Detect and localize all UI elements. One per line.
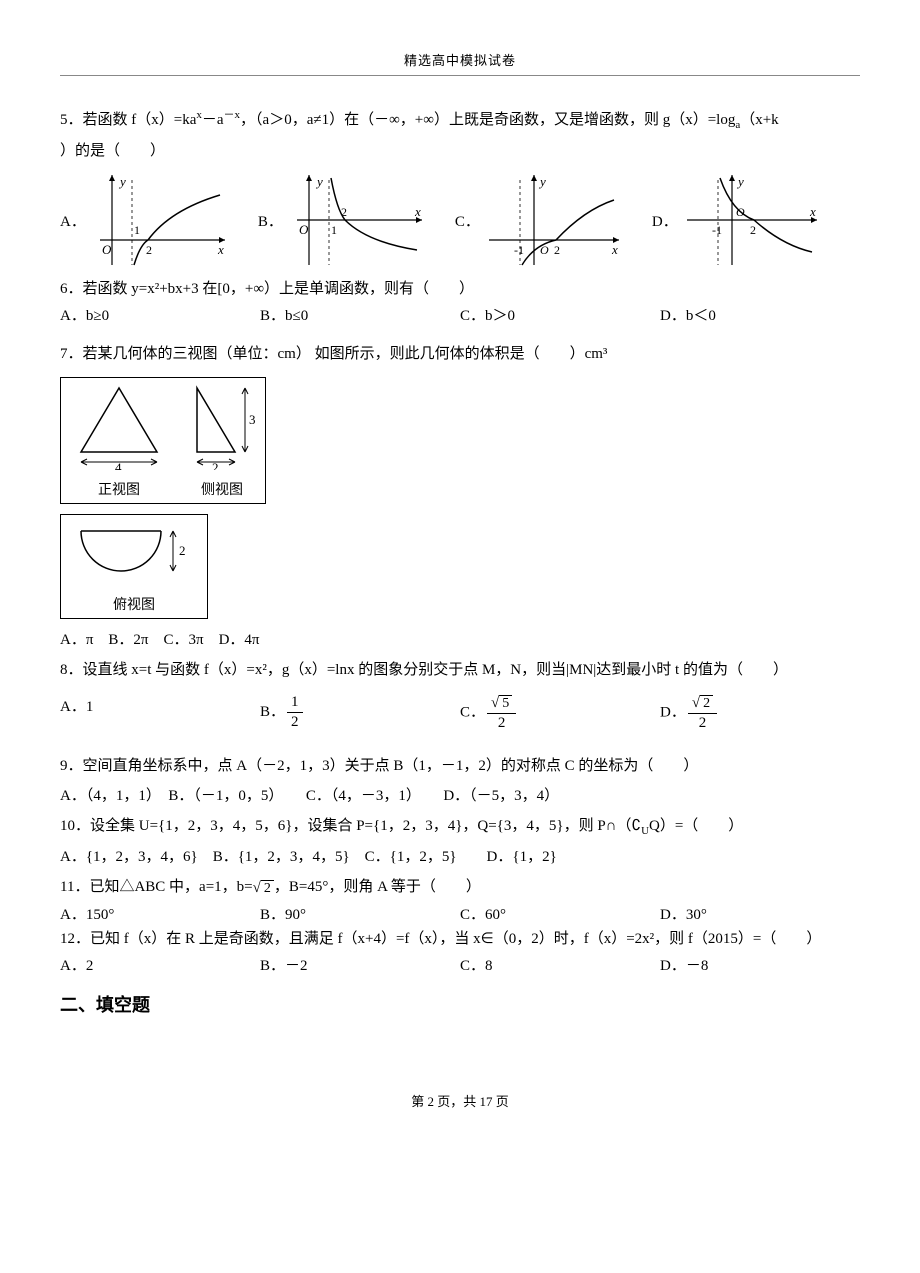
svg-text:2: 2 — [146, 243, 152, 257]
svg-text:1: 1 — [331, 223, 337, 237]
q5-options: A． y x O 1 2 B． y — [60, 170, 860, 270]
svg-text:3: 3 — [249, 412, 256, 427]
svg-text:4: 4 — [115, 460, 122, 470]
graph-a: y x O 1 2 — [90, 170, 230, 270]
q7-top-label: 俯视图 — [69, 594, 199, 614]
q5-text-b: －a — [202, 112, 224, 128]
q8-optA: A．1 — [60, 695, 260, 731]
svg-text:2: 2 — [341, 205, 347, 219]
svg-text:1: 1 — [134, 223, 140, 237]
q8-optC-den: 2 — [487, 713, 516, 731]
svg-text:y: y — [538, 174, 546, 189]
q11-options: A．150° B．90° C．60° D．30° — [60, 903, 860, 924]
q11-optB: B．90° — [260, 903, 460, 924]
q12-optA: A．2 — [60, 954, 260, 975]
q6-optA: A．b≥0 — [60, 304, 260, 325]
footer-total: 17 — [480, 1094, 493, 1109]
graph-d: y x -1 O 2 — [682, 170, 822, 270]
svg-text:2: 2 — [179, 543, 186, 558]
svg-text:y: y — [315, 174, 323, 189]
q8-optB: B．12 — [260, 695, 460, 731]
q11-optD: D．30° — [660, 903, 860, 924]
q8-stem: 8．设直线 x=t 与函数 f（x）=x²，g（x）=lnx 的图象分别交于点 … — [60, 655, 860, 685]
q5-stem: 5．若函数 f（x）=kax－a－x，（a＞0，a≠1）在（－∞，+∞）上既是奇… — [60, 104, 860, 136]
q8-options: A．1 B．12 C．√52 D．√22 — [60, 695, 860, 731]
footer-prefix: 第 — [411, 1094, 427, 1109]
q8-optA-label: A． — [60, 699, 86, 715]
q7-options: A．π B．2π C．3π D．4π — [60, 625, 860, 655]
q11-stem: 11．已知△ABC 中，a=1，b=√2，B=45°，则角 A 等于（ ） — [60, 872, 860, 903]
q5-text-c: ，（a＞0，a≠1）在（－∞，+∞）上既是奇函数，又是增函数，则 g（x）=lo… — [240, 112, 735, 128]
q6-optC: C．b＞0 — [460, 304, 660, 325]
doc-header: 精选高中模拟试卷 — [60, 50, 860, 69]
q5-optB-label: B． — [258, 210, 283, 231]
q11-text-a: 11．已知△ABC 中，a=1，b= — [60, 879, 253, 895]
q9-stem: 9．空间直角坐标系中，点 A（－2，1，3）关于点 B（1，－1，2）的对称点 … — [60, 751, 860, 781]
q10-options: A．{1，2，3，4，6} B．{1，2，3，4，5} C．{1，2，5} D．… — [60, 842, 860, 872]
svg-text:2: 2 — [554, 243, 560, 257]
svg-text:x: x — [611, 242, 618, 257]
footer-mid: 页，共 — [434, 1094, 480, 1109]
q12-optD: D．－8 — [660, 954, 860, 975]
q12-optC: C．8 — [460, 954, 660, 975]
svg-text:-1: -1 — [712, 223, 722, 237]
q9-options: A．（4，1，1） B．（－1，0，5） C．（4，－3，1） D．（－5，3，… — [60, 781, 860, 811]
q8-optC: C．√52 — [460, 695, 660, 731]
q7-side: 3 2 侧视图 — [187, 384, 257, 499]
q8-optD-rad: 2 — [700, 695, 713, 711]
svg-text:x: x — [809, 204, 816, 219]
q8-optC-rad: 5 — [499, 695, 512, 711]
svg-text:y: y — [736, 174, 744, 189]
svg-text:O: O — [299, 222, 309, 237]
svg-text:2: 2 — [750, 223, 756, 237]
svg-text:O: O — [102, 242, 112, 257]
q12-optB: B．－2 — [260, 954, 460, 975]
q5-optC-label: C． — [455, 210, 480, 231]
q6-stem: 6．若函数 y=x²+bx+3 在[0，+∞）上是单调函数，则有（ ） — [60, 274, 860, 304]
q8-optD-label: D． — [660, 705, 686, 721]
q5-optD-label: D． — [652, 210, 678, 231]
q10-text-a: 10．设全集 U={1，2，3，4，5，6}，设集合 P={1，2，3，4}，Q… — [60, 818, 641, 834]
q6-options: A．b≥0 B．b≤0 C．b＞0 D．b＜0 — [60, 304, 860, 325]
q10-text-b: Q）=（ ） — [649, 818, 743, 834]
section-2-title: 二、填空题 — [60, 991, 860, 1017]
q10-stem: 10．设全集 U={1，2，3，4，5，6}，设集合 P={1，2，3，4}，Q… — [60, 811, 860, 842]
svg-text:x: x — [217, 242, 224, 257]
svg-text:y: y — [118, 174, 126, 189]
q7-stem: 7．若某几何体的三视图（单位：cm） 如图所示，则此几何体的体积是（ ）cm³ — [60, 339, 860, 369]
q7-front-side-box: 4 正视图 3 2 侧视图 — [60, 377, 266, 619]
q5-text-d: （x+k — [740, 112, 778, 128]
q11-optC: C．60° — [460, 903, 660, 924]
svg-text:-1: -1 — [514, 243, 524, 257]
q5-text-a: 5．若函数 f（x）=ka — [60, 112, 196, 128]
q12-stem: 12．已知 f（x）在 R 上是奇函数，且满足 f（x+4）=f（x），当 x∈… — [60, 924, 860, 954]
q11-sqrt: 2 — [261, 880, 274, 896]
q6-optD: D．b＜0 — [660, 304, 860, 325]
svg-text:x: x — [414, 204, 421, 219]
q8-optB-num: 1 — [287, 695, 303, 712]
page-footer: 第 2 页，共 17 页 — [60, 1091, 860, 1110]
q7-side-label: 侧视图 — [187, 479, 257, 499]
q12-options: A．2 B．－2 C．8 D．－8 — [60, 954, 860, 975]
q5-optA-label: A． — [60, 210, 86, 231]
graph-b: y x O 2 1 — [287, 170, 427, 270]
q11-optA: A．150° — [60, 903, 260, 924]
q8-optB-label: B． — [260, 704, 285, 720]
q7-top: 2 俯视图 — [69, 521, 199, 614]
q8-optD: D．√22 — [660, 695, 860, 731]
q8-optA-val: 1 — [86, 699, 94, 715]
q5-stem-2: ）的是（ ） — [60, 136, 860, 166]
q8-optD-den: 2 — [688, 713, 717, 731]
q11-text-b: ，B=45°，则角 A 等于（ ） — [274, 879, 481, 895]
q7-front: 4 正视图 — [69, 384, 169, 499]
q8-optC-label: C． — [460, 705, 485, 721]
footer-suffix: 页 — [493, 1094, 509, 1109]
q8-optB-den: 2 — [287, 712, 303, 730]
q7-front-label: 正视图 — [69, 479, 169, 499]
graph-c: y x -1 O 2 — [484, 170, 624, 270]
svg-text:2: 2 — [212, 460, 219, 470]
q7-figures: 4 正视图 3 2 侧视图 — [60, 377, 860, 619]
header-rule — [60, 75, 860, 76]
q6-optB: B．b≤0 — [260, 304, 460, 325]
